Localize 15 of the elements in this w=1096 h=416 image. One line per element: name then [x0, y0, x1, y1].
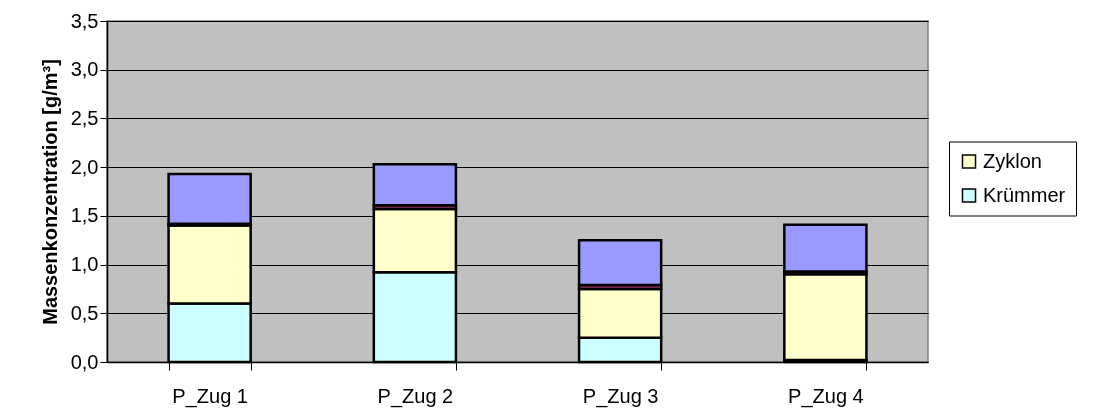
y-tick-label: 2,5	[70, 106, 99, 129]
x-tick-label: P_Zug 1	[172, 384, 248, 408]
x-tick-label: P_Zug 2	[377, 384, 454, 408]
y-tick-label: 3,0	[70, 58, 99, 81]
x-tick-label: P_Zug 3	[582, 384, 659, 408]
y-tick-label: 0,5	[70, 301, 99, 324]
y-tick-label: 2,0	[70, 155, 99, 178]
legend-label: Krümmer	[983, 183, 1066, 206]
x-tick-label: P_Zug 4	[788, 384, 864, 408]
y-tick-label: 0,0	[70, 350, 99, 373]
y-axis-title: Massenkonzentration [g/m³]	[38, 59, 61, 325]
y-tick-label: 3,5	[70, 9, 99, 32]
y-tick-label: 1,0	[70, 253, 99, 276]
y-tick-label: 1,5	[70, 204, 99, 227]
legend-label: Zyklon	[983, 149, 1042, 172]
